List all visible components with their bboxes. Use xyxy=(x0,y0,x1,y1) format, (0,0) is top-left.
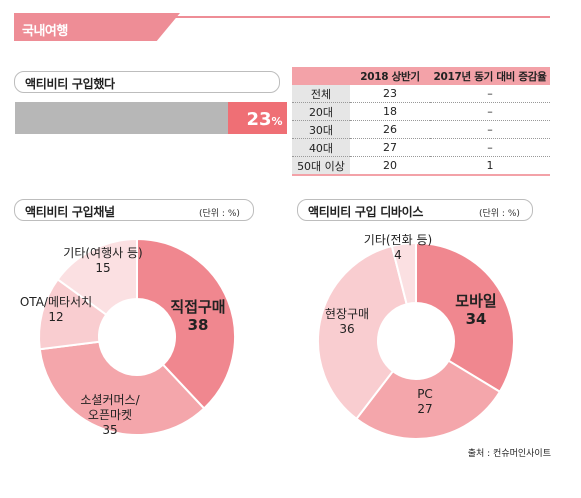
device-unit: (단위 : %) xyxy=(479,209,520,219)
donut-chart-1: 직접구매 38 소셜커머스/오픈마켓 35 OTA/메타서치 12 기타(여행사 등) 15 xyxy=(20,237,236,437)
channel-unit: (단위 : %) xyxy=(199,209,240,219)
table-cell: – xyxy=(430,120,550,139)
purchase-title: 액티비티 구입했다 xyxy=(25,77,115,91)
table-header: 2018 상반기 xyxy=(350,67,430,85)
header-rule xyxy=(14,16,550,18)
table-cell: 18 xyxy=(350,102,430,121)
slice-label-social: 소셜커머스/오픈마켓 35 xyxy=(80,393,140,437)
purchase-value-text: 23 xyxy=(246,109,272,130)
device-title: 액티비티 구입 디바이스 xyxy=(308,205,424,219)
source-note: 출처 : 컨슈머인사이트 xyxy=(467,449,551,459)
table-cell: 1 xyxy=(430,156,550,176)
channel-title-pill: 액티비티 구입채널 (단위 : %) xyxy=(14,199,254,221)
table-row: 20대 18– xyxy=(292,102,550,121)
donut-slice xyxy=(415,241,515,394)
table-cell: 전체 xyxy=(292,85,350,103)
table-row: 50대 이상 20 1 xyxy=(292,156,550,176)
header-tag xyxy=(14,13,180,41)
table-cell: 23 xyxy=(350,85,430,103)
slice-label-ota: OTA/메타서치 12 xyxy=(20,295,92,324)
slice-label-onsite: 현장구매 36 xyxy=(325,307,369,336)
purchase-bar-fill xyxy=(228,102,287,134)
table-header: 2017년 동기 대비 증감율 xyxy=(430,67,550,85)
table-cell: – xyxy=(430,102,550,121)
table-cell: 26 xyxy=(350,120,430,139)
slice-label-direct: 직접구매 38 xyxy=(170,298,225,334)
slice-label-etc: 기타(여행사 등) 15 xyxy=(63,245,142,275)
purchase-bar-value: 23% xyxy=(246,109,282,130)
donut-slice xyxy=(56,237,138,317)
table-cell: – xyxy=(430,85,550,103)
table-row: 30대 26– xyxy=(292,120,550,139)
slice-label-pc: PC 27 xyxy=(417,387,433,416)
table-row: 40대 27– xyxy=(292,138,550,157)
donut-slice xyxy=(390,241,417,306)
donut-slice xyxy=(136,237,236,410)
table-cell: 27 xyxy=(350,138,430,157)
table-cell: – xyxy=(430,138,550,157)
table-cell: 20 xyxy=(350,156,430,176)
donut-slice xyxy=(38,340,206,436)
table-cell: 50대 이상 xyxy=(292,156,350,176)
table-row: 전체 23– xyxy=(292,85,550,103)
donut-slice xyxy=(355,359,502,440)
age-table: 2018 상반기 2017년 동기 대비 증감율 전체 23– 20대 18– 30… xyxy=(292,67,550,176)
purchase-title-pill: 액티비티 구입했다 xyxy=(14,71,280,93)
donut-slice xyxy=(317,244,408,421)
table-cell: 20대 xyxy=(292,102,350,121)
device-title-pill: 액티비티 구입 디바이스 (단위 : %) xyxy=(297,199,533,221)
purchase-value-unit: % xyxy=(271,115,283,128)
table-header xyxy=(292,67,350,85)
table-header-row: 2018 상반기 2017년 동기 대비 증감율 xyxy=(292,67,550,85)
channel-title: 액티비티 구입채널 xyxy=(25,205,115,219)
table-cell: 40대 xyxy=(292,138,350,157)
table-cell: 30대 xyxy=(292,120,350,139)
header-title: 국내여행 xyxy=(22,24,68,39)
slice-label-mobile: 모바일 34 xyxy=(455,292,496,328)
slice-label-phone: 기타(전화 등) 4 xyxy=(364,233,432,262)
donut-chart-2: 모바일 34 PC 27 현장구매 36 기타(전화 등) 4 xyxy=(317,233,515,440)
